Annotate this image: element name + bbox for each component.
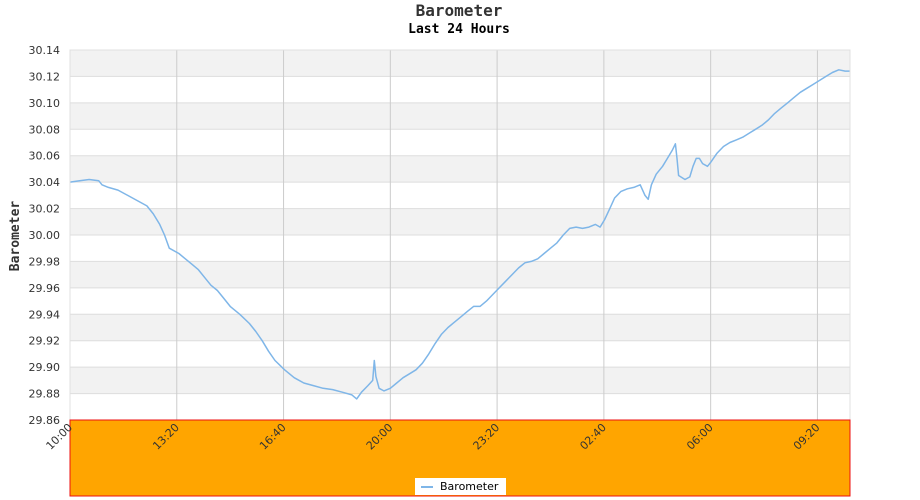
plot-band — [70, 129, 850, 156]
plot-band — [70, 208, 850, 235]
vertical-gridlines — [176, 50, 818, 420]
plot-band — [70, 155, 850, 183]
legend[interactable]: Barometer — [415, 478, 506, 495]
chart-subtitle: Last 24 Hours — [408, 22, 510, 37]
y-tick-label: 30.10 — [29, 97, 61, 110]
plot-band — [70, 182, 850, 209]
y-tick-label: 29.92 — [29, 335, 61, 348]
y-axis-tick-labels: 29.86 29.88 29.90 29.92 29.94 29.96 29.98 30.00… — [29, 44, 61, 427]
y-tick-label: 29.88 — [29, 388, 61, 401]
plot-band — [70, 235, 850, 262]
y-tick-label: 30.06 — [29, 150, 61, 163]
y-tick-label: 30.12 — [29, 70, 61, 83]
series-line-barometer — [69, 69, 850, 400]
plot-band — [70, 367, 850, 394]
y-tick-label: 29.98 — [29, 255, 61, 268]
y-tick-label: 29.86 — [29, 414, 61, 427]
plot-band — [70, 287, 850, 315]
y-axis-label: Barometer — [8, 201, 23, 272]
legend-label: Barometer — [440, 480, 499, 493]
y-tick-label: 30.04 — [29, 176, 61, 189]
legend-box — [415, 478, 506, 495]
y-tick-label: 29.94 — [29, 308, 61, 321]
plot-band — [70, 76, 850, 103]
y-tick-label: 29.90 — [29, 361, 61, 374]
plot-band — [70, 102, 850, 130]
plot-background-bands — [70, 49, 850, 420]
y-tick-label: 30.08 — [29, 123, 61, 136]
y-tick-label: 30.14 — [29, 44, 61, 57]
y-tick-label: 29.96 — [29, 282, 61, 295]
y-tick-label: 30.02 — [29, 203, 61, 216]
plot-band — [70, 340, 850, 368]
plot-band — [70, 50, 850, 77]
chart-title: Barometer — [416, 1, 503, 20]
plot-band — [70, 261, 850, 288]
y-tick-label: 30.00 — [29, 229, 61, 242]
plot-band — [70, 314, 850, 341]
plot-band — [70, 393, 850, 420]
